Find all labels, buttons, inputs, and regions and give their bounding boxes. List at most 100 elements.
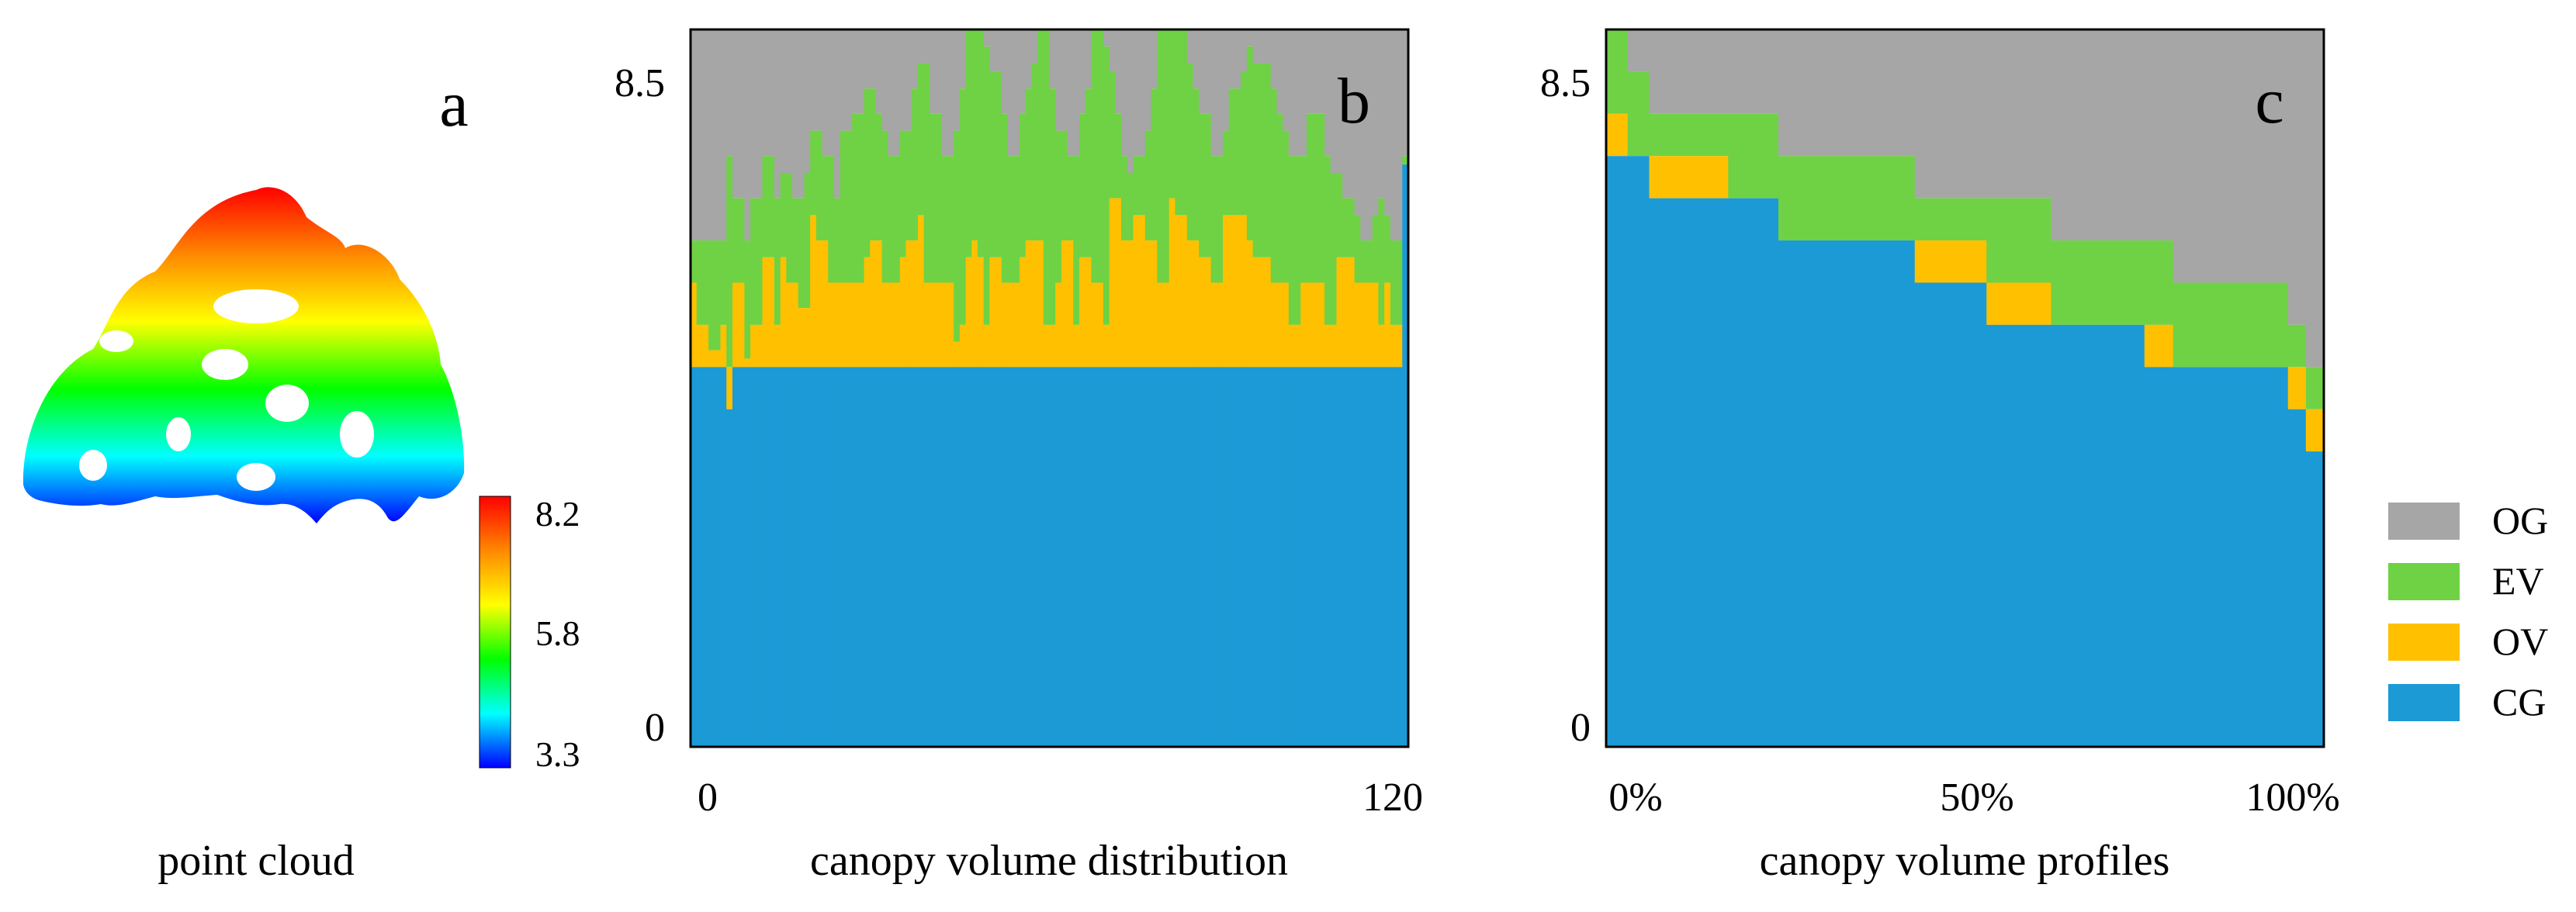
panel-b-cg-segment-42 xyxy=(941,367,949,747)
panel-b-ev-segment-10 xyxy=(750,198,757,325)
panel-b-x-label: canopy volume distribution xyxy=(810,837,1288,885)
panel-b-og-segment-16 xyxy=(786,29,793,173)
panel-b-cg-segment-10 xyxy=(750,367,757,747)
panel-b-ev-segment-47 xyxy=(971,29,978,241)
panel-b-cg-segment-96 xyxy=(1265,367,1272,747)
panel-b-ev-segment-15 xyxy=(780,173,787,257)
panel-b-ev-segment-26 xyxy=(846,130,853,283)
panel-b-ov-segment-71 xyxy=(1115,198,1122,368)
panel-b-ev-segment-116 xyxy=(1384,215,1391,283)
panel-b-ov-segment-15 xyxy=(780,257,787,368)
panel-b-og-segment-3 xyxy=(708,29,715,241)
panel-c-x-tick-left: 0% xyxy=(1608,776,1662,820)
panel-b-og-segment-77 xyxy=(1151,29,1158,89)
panel-b-cg-segment-53 xyxy=(1007,367,1014,747)
panel-b-ov-segment-3 xyxy=(708,350,715,368)
panel-b-og-segment-107 xyxy=(1330,29,1338,173)
panel-b-cg-segment-112 xyxy=(1360,367,1367,747)
panel-c-x-tick-mid: 50% xyxy=(1940,776,2013,820)
panel-b-og-segment-69 xyxy=(1103,29,1110,47)
panel-c-cg-segment-11 xyxy=(2287,409,2307,747)
panel-b-ov-segment-14 xyxy=(774,324,781,368)
panel-b-cg-segment-109 xyxy=(1342,367,1349,747)
panel-b-ov-segment-97 xyxy=(1270,282,1278,368)
panel-b-ov-segment-99 xyxy=(1283,282,1290,368)
panel-b-cg-segment-65 xyxy=(1079,367,1086,747)
panel-b-ev-segment-28 xyxy=(857,113,865,283)
panel-c-ev-segment-12 xyxy=(2305,367,2325,409)
panel-b-cg-segment-91 xyxy=(1234,367,1241,747)
panel-b-ev-segment-107 xyxy=(1330,173,1338,325)
panel-b-og-segment-74 xyxy=(1133,29,1140,157)
panel-b-og-segment-5 xyxy=(720,29,727,241)
panel-b-ev-segment-103 xyxy=(1306,113,1314,283)
panel-b-ov-segment-22 xyxy=(822,240,829,368)
panel-b-og-segment-61 xyxy=(1055,29,1062,131)
panel-b-ev-segment-7 xyxy=(732,198,739,283)
panel-b-ov-segment-33 xyxy=(888,282,895,368)
panel-b-ev-segment-96 xyxy=(1265,63,1272,257)
panel-b-cg-segment-45 xyxy=(959,367,967,747)
panel-b-cg-segment-24 xyxy=(834,367,841,747)
panel-b-ov-segment-20 xyxy=(810,215,817,368)
panel-b-ev-segment-87 xyxy=(1210,156,1217,283)
panel-b-ov-segment-76 xyxy=(1144,240,1152,368)
panel-b-cg-segment-75 xyxy=(1139,367,1146,747)
panel-b-cg-segment-79 xyxy=(1162,367,1170,747)
panel-b-og-segment-115 xyxy=(1378,29,1385,199)
panel-b-ev-segment-58 xyxy=(1037,29,1044,241)
panel-b-cg-segment-77 xyxy=(1151,367,1158,747)
panel-b-cg-segment-19 xyxy=(804,367,811,747)
panel-c-og-segment-9 xyxy=(2144,29,2174,241)
panel-b-ov-segment-91 xyxy=(1234,215,1241,368)
panel-b-cg-segment-64 xyxy=(1073,367,1080,747)
panel-b-ov-segment-19 xyxy=(804,308,811,368)
panel-b-og-segment-25 xyxy=(840,29,847,131)
panel-b-cg-segment-6 xyxy=(726,409,733,747)
panel-c-og-segment-6 xyxy=(1914,29,1987,199)
panel-b-cg-segment-115 xyxy=(1378,367,1385,747)
panel-b-cg-segment-84 xyxy=(1193,367,1200,747)
panel-b-og-segment-32 xyxy=(881,29,888,131)
panel-b-og-segment-51 xyxy=(995,29,1002,72)
panel-b-ov-segment-55 xyxy=(1019,257,1027,368)
panel-b-og-segment-34 xyxy=(894,29,901,157)
panel-b-ev-segment-9 xyxy=(744,240,751,359)
panel-b-cg-segment-56 xyxy=(1025,367,1032,747)
panel-c-cg-segment-2 xyxy=(1649,198,1729,747)
legend-swatch-ov xyxy=(2388,624,2460,661)
panel-b-ev-segment-112 xyxy=(1360,240,1367,283)
panel-b-ov-segment-66 xyxy=(1085,257,1092,368)
panel-b-ov-segment-69 xyxy=(1103,324,1110,368)
legend-label-cg: CG xyxy=(2492,680,2546,724)
panel-b-og-segment-18 xyxy=(798,29,805,199)
panel-b-cg-segment-23 xyxy=(828,367,835,747)
panel-b-ov-segment-30 xyxy=(870,240,877,368)
panel-b-ev-segment-33 xyxy=(888,156,895,283)
panel-b-og-segment-88 xyxy=(1217,29,1224,157)
panel-b-ov-segment-65 xyxy=(1079,257,1086,368)
panel-b-ov-segment-111 xyxy=(1354,282,1361,368)
panel-b-ov-segment-86 xyxy=(1204,257,1212,368)
panel-b-og-segment-83 xyxy=(1186,29,1194,64)
panel-b-cg-segment-31 xyxy=(875,367,883,747)
panel-b-ev-segment-17 xyxy=(792,198,799,283)
panel-b-ev-segment-113 xyxy=(1366,240,1373,283)
panel-b-ev-segment-111 xyxy=(1354,215,1361,283)
panel-b-ov-segment-107 xyxy=(1330,324,1338,368)
panel-b-og-segment-86 xyxy=(1204,29,1212,114)
panel-b-cg-segment-15 xyxy=(780,367,787,747)
panel-b-ov-segment-67 xyxy=(1091,282,1098,368)
panel-b-ev-segment-29 xyxy=(864,88,871,257)
panel-b-cg-segment-32 xyxy=(881,367,888,747)
panel-b-ov-segment-56 xyxy=(1025,240,1032,368)
panel-b-og-segment-105 xyxy=(1318,29,1325,114)
panel-b-og-segment-29 xyxy=(864,29,871,89)
panel-b-ov-segment-79 xyxy=(1162,282,1170,368)
panel-b-og-segment-6 xyxy=(726,29,733,157)
panel-b-ov-segment-102 xyxy=(1300,282,1307,368)
panel-b-cg-segment-69 xyxy=(1103,367,1110,747)
panel-c-ov-segment-0 xyxy=(1606,113,1629,157)
panel-b-og-segment-40 xyxy=(930,29,937,114)
